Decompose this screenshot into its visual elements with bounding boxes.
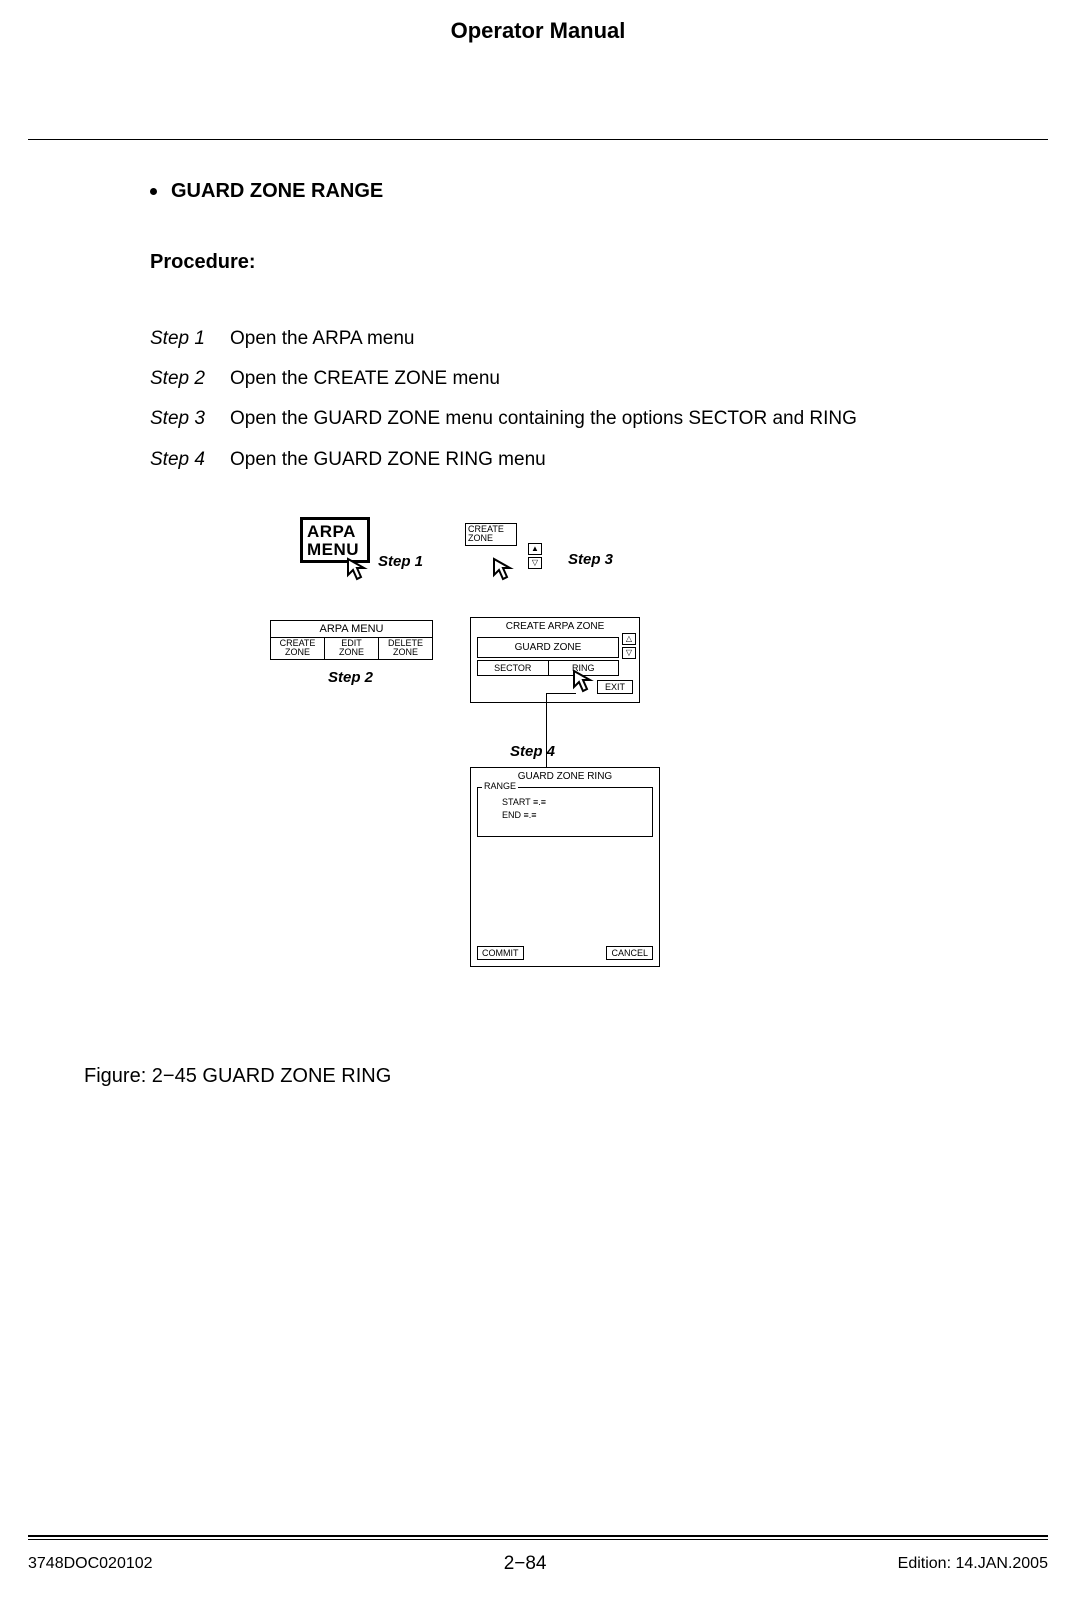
scroll-arrows: ▲ ▽ [528, 543, 542, 571]
footer-left: 3748DOC020102 [28, 1555, 153, 1573]
section-heading: GUARD ZONE RANGE [171, 180, 383, 203]
top-rule [28, 139, 1048, 140]
thin-rule [28, 1539, 1048, 1540]
arpa-cell-delete: DELETE ZONE [379, 638, 432, 659]
sector-cell: SECTOR [477, 660, 548, 676]
ring-panel-bottom: COMMIT CANCEL [477, 946, 653, 960]
arpa-panel: ARPA MENU CREATE ZONE EDIT ZONE DELETE Z… [270, 620, 433, 660]
start-line: START ≡.≡ [484, 796, 646, 810]
guard-zone-row: GUARD ZONE [477, 637, 619, 658]
up-arrow-icon: △ [622, 633, 636, 645]
step-label: Step 2 [150, 362, 230, 396]
arpa-cell-edit: EDIT ZONE [325, 638, 379, 659]
down-arrow-icon: ▽ [622, 647, 636, 659]
step-row: Step 2 Open the CREATE ZONE menu [150, 362, 1016, 396]
bottom-rule [28, 1535, 1048, 1537]
arpa-cell-create: CREATE ZONE [271, 638, 325, 659]
create-zone-box: CREATE ZONE [465, 523, 517, 546]
footer-center: 2−84 [504, 1553, 547, 1575]
commit-button: COMMIT [477, 946, 524, 960]
step-text: Open the GUARD ZONE RING menu [230, 443, 546, 477]
step-text: Open the ARPA menu [230, 322, 415, 356]
steps-list: Step 1 Open the ARPA menu Step 2 Open th… [150, 322, 1016, 477]
end-line: END ≡.≡ [484, 809, 646, 823]
section-bullet-line: GUARD ZONE RANGE [150, 180, 1016, 203]
range-label: RANGE [482, 781, 518, 791]
step-label: Step 3 [150, 402, 230, 436]
arpa-panel-title: ARPA MENU [271, 621, 432, 637]
cursor-icon [570, 667, 598, 695]
bullet-dot-icon [150, 188, 157, 195]
exit-button: EXIT [597, 680, 633, 694]
scroll-arrows: △ ▽ [622, 633, 636, 661]
page-footer: 3748DOC020102 2−84 Edition: 14.JAN.2005 [28, 1553, 1048, 1575]
step-label: Step 1 [150, 322, 230, 356]
figure-caption: Figure: 2−45 GUARD ZONE RING [84, 1065, 1076, 1088]
ring-panel: GUARD ZONE RING RANGE START ≡.≡ END ≡.≡ … [470, 767, 660, 967]
create-zone-text: CREATE ZONE [468, 524, 504, 543]
connector-line [546, 693, 576, 694]
page-header-title: Operator Manual [0, 0, 1076, 44]
content-area: GUARD ZONE RANGE Procedure: Step 1 Open … [150, 180, 1016, 477]
arpa-btn-line1: ARPA [307, 523, 363, 541]
cancel-button: CANCEL [606, 946, 653, 960]
cursor-icon [344, 555, 372, 583]
guard-panel-title: CREATE ARPA ZONE [471, 618, 639, 635]
step2-annotation: Step 2 [328, 669, 373, 686]
cursor-icon [490, 555, 518, 583]
step-text: Open the GUARD ZONE menu containing the … [230, 402, 857, 436]
step4-annotation: Step 4 [510, 743, 555, 760]
guard-panel: CREATE ARPA ZONE GUARD ZONE SECTOR RING … [470, 617, 640, 703]
down-arrow-icon: ▽ [528, 557, 542, 569]
footer-right: Edition: 14.JAN.2005 [898, 1555, 1048, 1573]
step1-annotation: Step 1 [378, 553, 423, 570]
up-arrow-icon: ▲ [528, 543, 542, 555]
step-label: Step 4 [150, 443, 230, 477]
step-text: Open the CREATE ZONE menu [230, 362, 500, 396]
procedure-label: Procedure: [150, 251, 1016, 274]
step-row: Step 3 Open the GUARD ZONE menu containi… [150, 402, 1016, 436]
step3-annotation: Step 3 [568, 551, 613, 568]
step-row: Step 1 Open the ARPA menu [150, 322, 1016, 356]
arpa-panel-row: CREATE ZONE EDIT ZONE DELETE ZONE [271, 637, 432, 659]
step-row: Step 4 Open the GUARD ZONE RING menu [150, 443, 1016, 477]
figure-area: ARPA MENU Step 1 ARPA MENU CREATE ZONE E… [150, 517, 1076, 1057]
range-box: RANGE START ≡.≡ END ≡.≡ [477, 787, 653, 837]
